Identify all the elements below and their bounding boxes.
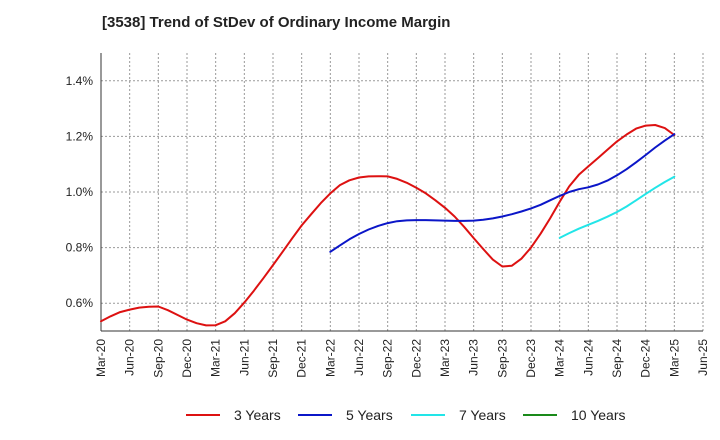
x-tick-label: Dec-22 (409, 339, 423, 378)
x-tick-label: Mar-24 (553, 339, 567, 377)
y-tick-label: 0.6% (66, 296, 94, 310)
x-tick-label: Jun-25 (696, 339, 710, 376)
legend-label: 10 Years (571, 407, 626, 423)
legend-swatch (523, 414, 557, 416)
chart-title: [3538] Trend of StDev of Ordinary Income… (102, 14, 451, 31)
y-tick-label: 1.4% (66, 74, 94, 88)
legend-item: 3 Years (186, 405, 281, 425)
legend-label: 7 Years (459, 407, 506, 423)
x-tick-label: Sep-21 (266, 339, 280, 378)
legend-swatch (186, 414, 220, 416)
x-tick-label: Dec-24 (639, 339, 653, 378)
legend-item: 5 Years (298, 405, 393, 425)
x-tick-label: Sep-23 (495, 339, 509, 378)
x-tick-label: Sep-22 (381, 339, 395, 378)
x-tick-label: Sep-20 (151, 339, 165, 378)
x-tick-label: Sep-24 (610, 339, 624, 378)
x-tick-label: Mar-25 (667, 339, 681, 377)
x-tick-label: Jun-20 (123, 339, 137, 376)
x-tick-label: Mar-22 (323, 339, 337, 377)
legend-item: 7 Years (411, 405, 506, 425)
legend-item: 10 Years (523, 405, 626, 425)
x-tick-label: Dec-23 (524, 339, 538, 378)
y-tick-label: 1.0% (66, 185, 94, 199)
series-line-7-years (558, 175, 676, 239)
series-line-3-years (100, 124, 676, 327)
x-tick-label: Mar-23 (438, 339, 452, 377)
x-tick-label: Dec-21 (295, 339, 309, 378)
series-line-5-years (329, 133, 676, 253)
x-tick-label: Dec-20 (180, 339, 194, 378)
legend-swatch (298, 414, 332, 416)
x-tick-label: Jun-24 (581, 339, 595, 376)
x-tick-label: Mar-20 (94, 339, 108, 377)
x-tick-label: Mar-21 (209, 339, 223, 377)
legend-label: 5 Years (346, 407, 393, 423)
chart-legend: 3 Years 5 Years 7 Years 10 Years (0, 405, 720, 425)
legend-label: 3 Years (234, 407, 281, 423)
y-tick-label: 1.2% (66, 129, 94, 143)
x-tick-label: Jun-22 (352, 339, 366, 376)
x-tick-label: Jun-23 (467, 339, 481, 376)
legend-swatch (411, 414, 445, 416)
y-tick-label: 0.8% (66, 241, 94, 255)
x-tick-label: Jun-21 (237, 339, 251, 376)
